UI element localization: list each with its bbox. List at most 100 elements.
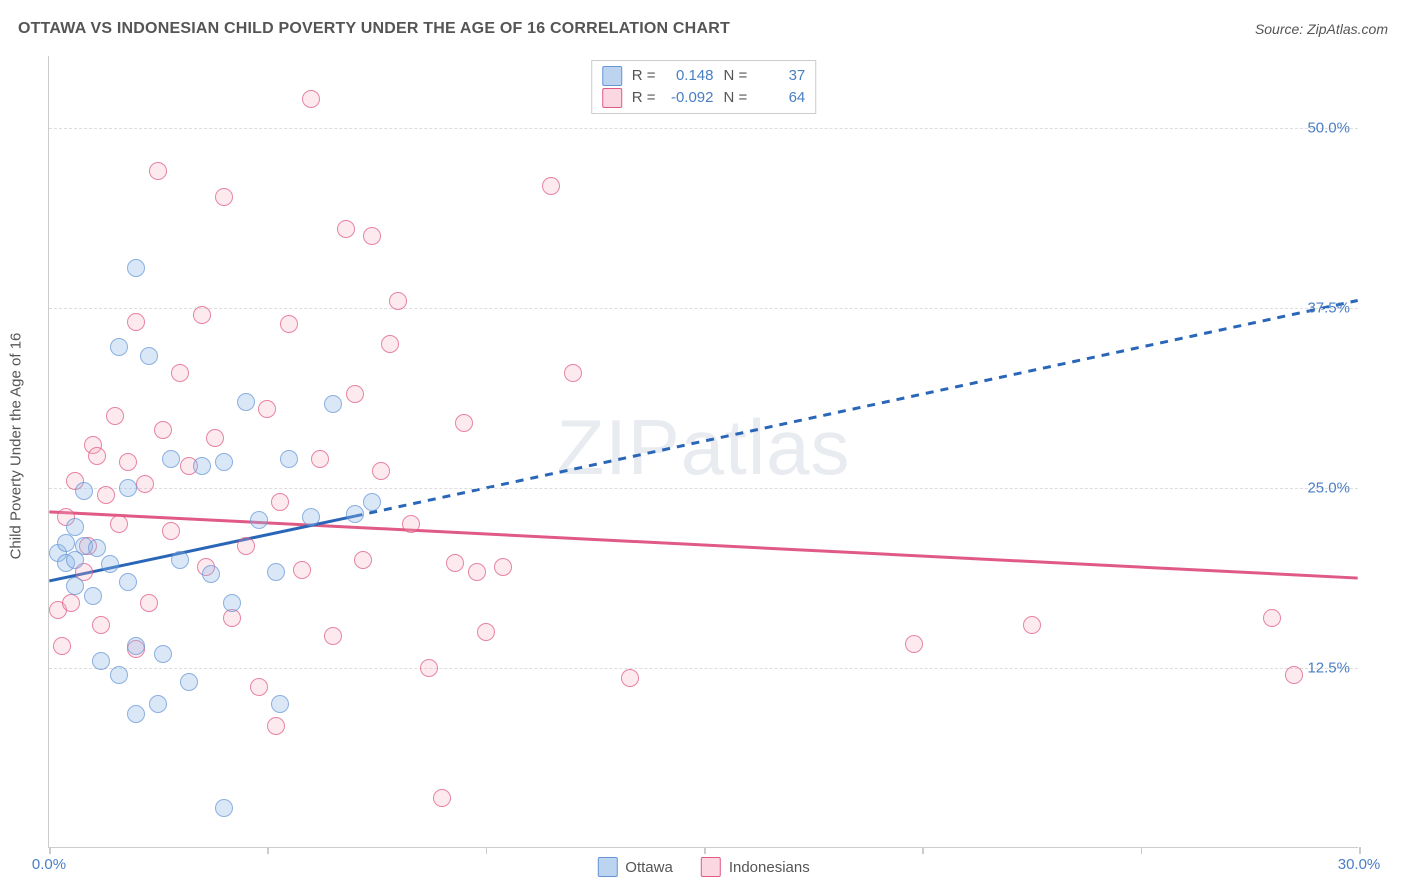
scatter-point — [372, 462, 390, 480]
x-tick — [704, 847, 706, 854]
scatter-point — [311, 450, 329, 468]
legend-label: Indonesians — [729, 859, 810, 876]
scatter-point — [162, 522, 180, 540]
x-tick — [1359, 847, 1361, 854]
scatter-point — [250, 678, 268, 696]
scatter-point — [494, 558, 512, 576]
scatter-point — [354, 551, 372, 569]
scatter-point — [62, 594, 80, 612]
scatter-point — [110, 666, 128, 684]
scatter-point — [140, 347, 158, 365]
scatter-point — [127, 259, 145, 277]
scatter-point — [237, 393, 255, 411]
n-value-blue: 37 — [757, 65, 805, 87]
gridline — [49, 308, 1358, 309]
scatter-point — [193, 306, 211, 324]
swatch-pink-icon — [701, 857, 721, 877]
scatter-point — [223, 594, 241, 612]
legend-item-indonesians: Indonesians — [701, 857, 810, 877]
scatter-point — [106, 407, 124, 425]
r-label: R = — [632, 87, 656, 109]
scatter-point — [97, 486, 115, 504]
scatter-point — [162, 450, 180, 468]
r-value-pink: -0.092 — [666, 87, 714, 109]
stats-row-blue: R = 0.148 N = 37 — [602, 65, 806, 87]
r-label: R = — [632, 65, 656, 87]
scatter-point — [267, 563, 285, 581]
chart-container: OTTAWA VS INDONESIAN CHILD POVERTY UNDER… — [0, 0, 1406, 892]
scatter-point — [110, 515, 128, 533]
scatter-point — [66, 518, 84, 536]
source-label: Source: ZipAtlas.com — [1255, 21, 1388, 37]
trend-lines — [49, 56, 1358, 847]
scatter-point — [66, 577, 84, 595]
gridline — [49, 488, 1358, 489]
scatter-point — [193, 457, 211, 475]
scatter-point — [154, 645, 172, 663]
scatter-point — [119, 479, 137, 497]
stats-legend: R = 0.148 N = 37 R = -0.092 N = 64 — [591, 60, 817, 114]
chart-title: OTTAWA VS INDONESIAN CHILD POVERTY UNDER… — [18, 20, 730, 38]
scatter-point — [119, 573, 137, 591]
scatter-point — [215, 188, 233, 206]
scatter-point — [127, 637, 145, 655]
header: OTTAWA VS INDONESIAN CHILD POVERTY UNDER… — [0, 0, 1406, 46]
watermark-prefix: ZIP — [556, 402, 680, 490]
scatter-point — [149, 695, 167, 713]
scatter-point — [271, 695, 289, 713]
legend-label: Ottawa — [625, 859, 673, 876]
scatter-point — [1285, 666, 1303, 684]
scatter-point — [53, 637, 71, 655]
scatter-point — [420, 659, 438, 677]
scatter-point — [171, 551, 189, 569]
scatter-point — [75, 482, 93, 500]
scatter-point — [363, 227, 381, 245]
gridline — [49, 128, 1358, 129]
y-tick-label: 50.0% — [1307, 120, 1350, 137]
x-tick — [486, 847, 488, 854]
scatter-point — [302, 508, 320, 526]
scatter-point — [149, 162, 167, 180]
scatter-point — [101, 555, 119, 573]
scatter-point — [389, 292, 407, 310]
x-tick — [922, 847, 924, 854]
x-tick — [1141, 847, 1143, 854]
scatter-point — [363, 493, 381, 511]
scatter-point — [337, 220, 355, 238]
scatter-point — [171, 364, 189, 382]
scatter-point — [346, 505, 364, 523]
scatter-point — [346, 385, 364, 403]
x-tick-label: 0.0% — [32, 856, 66, 873]
scatter-point — [477, 623, 495, 641]
scatter-point — [621, 669, 639, 687]
stats-row-pink: R = -0.092 N = 64 — [602, 87, 806, 109]
scatter-point — [215, 453, 233, 471]
scatter-point — [136, 475, 154, 493]
scatter-point — [88, 539, 106, 557]
scatter-point — [250, 511, 268, 529]
scatter-point — [92, 616, 110, 634]
n-label: N = — [724, 65, 748, 87]
series-legend: Ottawa Indonesians — [597, 851, 809, 877]
x-tick-label: 30.0% — [1338, 856, 1381, 873]
scatter-point — [237, 537, 255, 555]
y-axis-label: Child Poverty Under the Age of 16 — [8, 333, 25, 560]
scatter-point — [324, 627, 342, 645]
n-label: N = — [724, 87, 748, 109]
scatter-point — [88, 447, 106, 465]
x-tick — [49, 847, 51, 854]
scatter-point — [402, 515, 420, 533]
scatter-point — [564, 364, 582, 382]
scatter-point — [215, 799, 233, 817]
scatter-point — [57, 534, 75, 552]
scatter-point — [202, 565, 220, 583]
r-value-blue: 0.148 — [666, 65, 714, 87]
scatter-point — [127, 705, 145, 723]
x-tick — [267, 847, 269, 854]
gridline — [49, 668, 1358, 669]
scatter-point — [280, 450, 298, 468]
y-tick-label: 25.0% — [1307, 480, 1350, 497]
y-tick-label: 12.5% — [1307, 660, 1350, 677]
swatch-blue-icon — [597, 857, 617, 877]
scatter-point — [258, 400, 276, 418]
